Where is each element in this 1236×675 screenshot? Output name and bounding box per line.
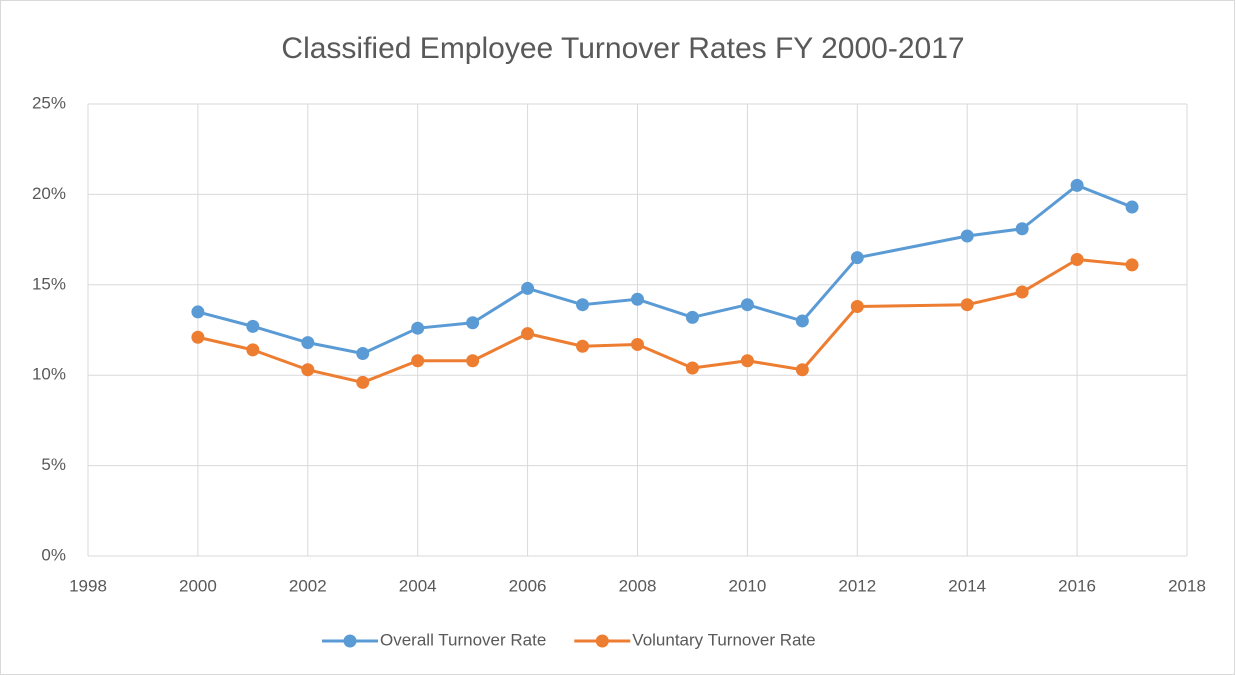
data-point: [191, 330, 205, 344]
x-tick-label: 2000: [179, 576, 217, 595]
x-tick-label: 1998: [69, 576, 107, 595]
data-point: [356, 375, 370, 389]
data-point: [740, 354, 754, 368]
x-tick-label: 2018: [1168, 576, 1206, 595]
chart-title: Classified Employee Turnover Rates FY 20…: [281, 32, 964, 65]
x-tick-label: 2004: [399, 576, 437, 595]
data-point: [356, 347, 370, 361]
data-point: [1015, 285, 1029, 299]
data-point: [1070, 178, 1084, 192]
legend-marker: [343, 634, 357, 648]
x-tick-label: 2012: [838, 576, 876, 595]
data-point: [411, 321, 425, 335]
data-point: [576, 298, 590, 312]
data-point: [191, 305, 205, 319]
data-point: [631, 337, 644, 351]
legend-label: Voluntary Turnover Rate: [632, 630, 815, 649]
x-tick-label: 2006: [509, 576, 547, 595]
data-point: [740, 298, 754, 312]
data-point: [795, 363, 809, 377]
legend-marker: [595, 634, 609, 648]
y-tick-label: 10%: [32, 365, 66, 384]
data-point: [466, 354, 480, 368]
data-point: [1125, 200, 1139, 214]
data-point: [246, 319, 260, 333]
y-tick-label: 15%: [32, 274, 66, 293]
y-tick-label: 5%: [41, 455, 66, 474]
data-point: [850, 299, 864, 313]
data-point: [521, 281, 535, 295]
y-tick-label: 0%: [41, 545, 66, 564]
x-tick-label: 2010: [728, 576, 766, 595]
data-point: [960, 229, 974, 243]
legend-label: Overall Turnover Rate: [380, 630, 546, 649]
y-tick-label: 20%: [32, 184, 66, 203]
x-tick-label: 2002: [289, 576, 327, 595]
data-point: [850, 251, 864, 265]
data-point: [521, 327, 535, 341]
data-point: [411, 354, 425, 368]
x-tick-label: 2008: [619, 576, 657, 595]
data-point: [466, 316, 480, 330]
data-point: [685, 361, 699, 375]
data-point: [576, 339, 590, 353]
data-point: [631, 292, 644, 306]
data-point: [795, 314, 809, 328]
data-point: [1070, 252, 1084, 266]
data-point: [685, 310, 699, 324]
x-tick-label: 2016: [1058, 576, 1096, 595]
data-point: [246, 343, 260, 357]
data-point: [1125, 258, 1139, 272]
y-tick-label: 25%: [32, 93, 66, 112]
x-tick-label: 2014: [948, 576, 986, 595]
data-point: [301, 336, 315, 350]
data-point: [960, 298, 974, 312]
data-point: [301, 363, 315, 377]
data-point: [1015, 222, 1029, 236]
